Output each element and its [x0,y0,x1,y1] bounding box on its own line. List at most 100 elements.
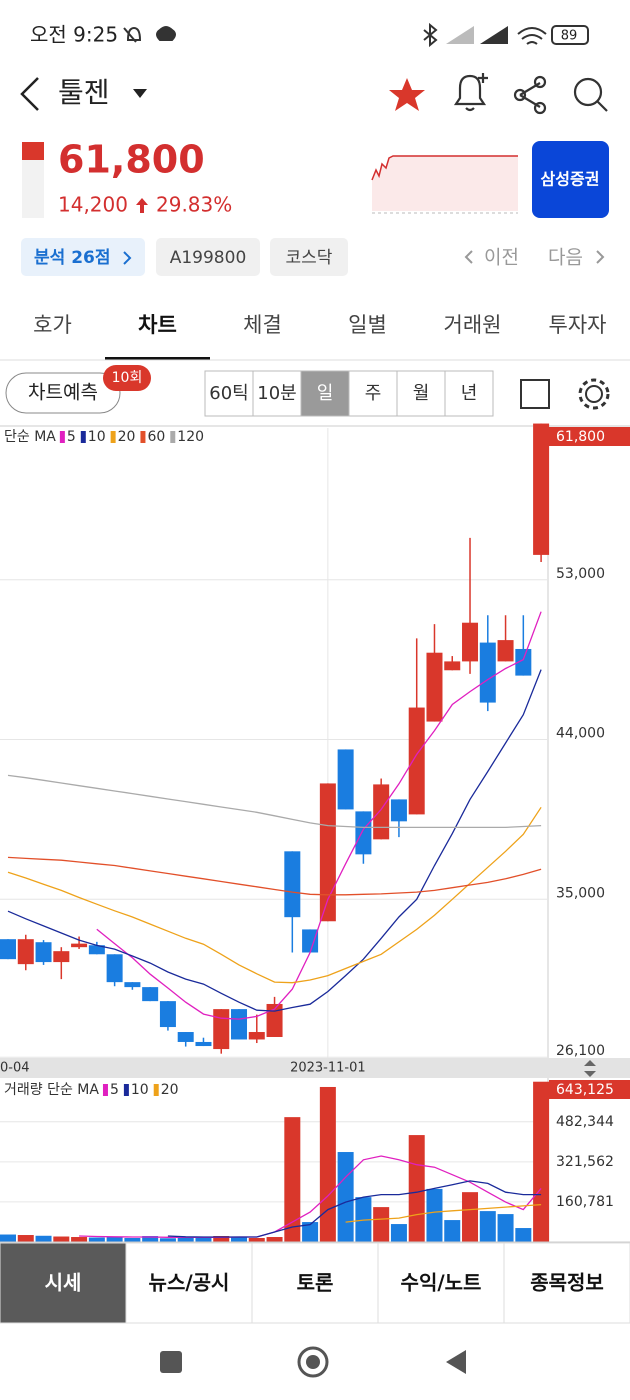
battery-frame [551,25,589,45]
legend-swatch [153,1084,159,1096]
back-button[interactable] [20,77,39,111]
bottom-tab[interactable] [503,1242,630,1324]
period-label: 년 [461,383,478,404]
market-tag-label: 코스닥 [286,248,333,268]
legend-label: 5 [67,429,76,445]
tab[interactable] [105,300,210,356]
volume-bar [302,1222,319,1242]
bottom-tab[interactable] [377,1242,505,1324]
ma-line [7,669,542,1012]
favorite-star[interactable] [389,78,425,111]
volume-bar [53,1236,70,1242]
candle-body [462,622,479,662]
bottom-tab[interactable] [0,1242,127,1324]
price-change-pct: 29.83% [156,193,232,217]
share-node [533,75,547,89]
draw-tool-button[interactable] [520,379,550,409]
analysis-tag[interactable] [21,238,145,276]
volume-bar [533,1081,550,1242]
legend-swatch [170,431,176,443]
period-button[interactable] [252,370,302,417]
legend-label: 20 [118,429,136,445]
settings-gear [578,378,610,410]
candle-body [195,1041,212,1047]
volume-bar [390,1224,407,1242]
alarm-button[interactable] [453,73,488,112]
period-label: 10분 [257,383,296,404]
code-tag-label: A199800 [170,248,247,268]
volume-bar [159,1238,176,1242]
prev-button[interactable]: 이전 [484,247,519,269]
volume-ma-line [167,1180,542,1238]
candle-body [390,799,407,822]
tab-label: 호가 [33,313,72,337]
volume-bar [462,1192,479,1242]
mute-icon [123,26,142,43]
home-button[interactable] [297,1346,329,1378]
candle-body [124,982,141,988]
last-volume-tag [549,1080,630,1099]
x-axis-strip [0,1058,630,1078]
panel-resizer[interactable] [584,1060,596,1077]
back-nav-button[interactable] [446,1350,466,1374]
search-handle [596,100,608,112]
legend-swatch [80,431,86,443]
volume-bar [266,1237,283,1242]
volume-bar [408,1135,425,1242]
volume-bar [124,1238,141,1242]
dropdown-icon[interactable] [133,89,147,98]
share-node [513,88,527,102]
bluetooth-icon [423,22,438,48]
ma-line [7,774,542,829]
bottom-tab-label: 시세 [45,1271,82,1295]
volume-bar [479,1211,496,1242]
period-button[interactable] [300,370,350,417]
analysis-tag-label: 분석 26점 [34,248,111,268]
candle-body [355,811,372,855]
legend-title: 거래량 단순 MA [4,1082,99,1098]
candle-body [515,648,532,676]
last-price-label: 61,800 [556,429,605,445]
settings-button[interactable] [585,385,603,403]
predict-button[interactable] [5,372,121,414]
price-change: 14,200 [58,193,128,217]
candle-body [177,1032,194,1042]
period-label: 주 [365,383,382,404]
predict-badge-label: 10회 [112,370,143,386]
volume-bar [195,1237,212,1242]
recent-apps-button[interactable] [160,1351,182,1373]
volume-bar [231,1236,248,1242]
candle-body [479,642,496,703]
candle-body [497,640,514,662]
tab-indicator [105,357,210,360]
volume-bar [106,1237,123,1242]
period-button[interactable] [396,370,446,417]
y-tick-label: 160,781 [556,1194,614,1210]
tab[interactable] [0,300,105,356]
y-tick-label: 321,562 [556,1154,614,1170]
period-button[interactable] [348,370,398,417]
bottom-tab-bar: 시세 뉴스/공시 토론 수익/노트 종목정보 [0,1241,630,1324]
candle-body [142,987,159,1002]
period-label: 월 [413,383,430,404]
stock-name: 툴젠 [58,76,110,109]
broker-button[interactable] [532,141,609,218]
period-button[interactable] [444,370,494,417]
tab[interactable] [525,300,630,356]
tab[interactable] [420,300,525,356]
search-button[interactable] [573,77,603,107]
price-gauge-fill [22,142,44,160]
candle-body [159,1001,176,1028]
volume-bar [142,1236,159,1242]
legend-label: 120 [177,429,204,445]
volume-bar [17,1235,34,1242]
candle-body [408,707,425,815]
tab[interactable] [315,300,420,356]
last-volume-label: 643,125 [556,1082,614,1098]
volume-bar [0,1234,16,1242]
tab[interactable] [210,300,315,356]
volume-bar [213,1236,230,1242]
legend-label: 5 [110,1082,119,1098]
volume-bar [88,1237,105,1242]
next-button[interactable]: 다음 [548,247,583,269]
